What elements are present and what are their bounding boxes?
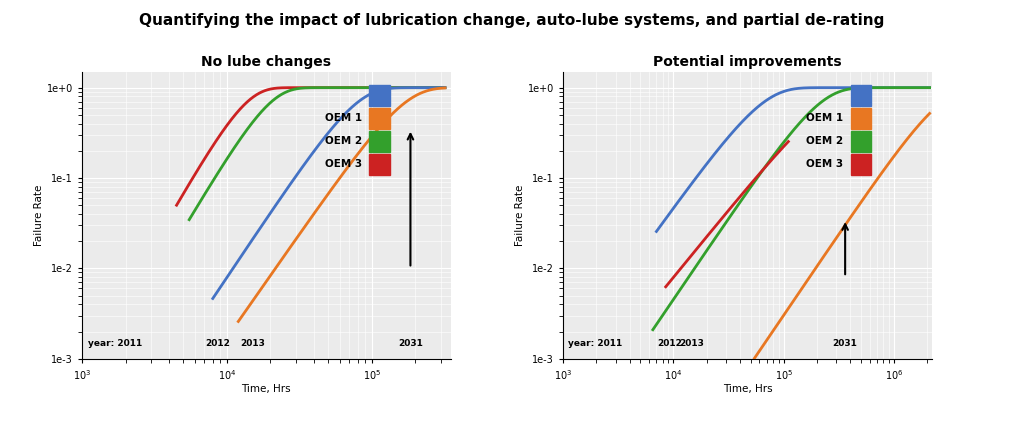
Text: year: 2011: year: 2011: [88, 339, 142, 349]
Title: Potential improvements: Potential improvements: [653, 55, 842, 69]
Text: 2013: 2013: [679, 339, 703, 349]
Bar: [851, 108, 871, 129]
Text: 2031: 2031: [398, 339, 423, 349]
Bar: [851, 130, 871, 152]
Text: OEM 3: OEM 3: [325, 159, 362, 169]
Text: year: 2011: year: 2011: [567, 339, 622, 349]
Bar: [370, 108, 390, 129]
Bar: [370, 85, 390, 106]
X-axis label: Time, Hrs: Time, Hrs: [242, 384, 291, 394]
Text: OEM 1: OEM 1: [806, 114, 844, 123]
Bar: [851, 154, 871, 175]
Y-axis label: Failure Rate: Failure Rate: [34, 184, 44, 246]
Text: 2012: 2012: [206, 339, 230, 349]
Text: OEM 2: OEM 2: [806, 136, 844, 146]
Text: OEM 3: OEM 3: [806, 159, 844, 169]
Text: 2013: 2013: [240, 339, 265, 349]
Title: No lube changes: No lube changes: [202, 55, 331, 69]
Bar: [370, 154, 390, 175]
Text: Quantifying the impact of lubrication change, auto-lube systems, and partial de-: Quantifying the impact of lubrication ch…: [139, 13, 885, 28]
Text: 2012: 2012: [657, 339, 682, 349]
Y-axis label: Failure Rate: Failure Rate: [515, 184, 525, 246]
X-axis label: Time, Hrs: Time, Hrs: [723, 384, 772, 394]
Text: OEM 2: OEM 2: [325, 136, 362, 146]
Text: OEM 1: OEM 1: [325, 114, 362, 123]
Text: 2031: 2031: [833, 339, 857, 349]
Bar: [370, 130, 390, 152]
Bar: [851, 85, 871, 106]
